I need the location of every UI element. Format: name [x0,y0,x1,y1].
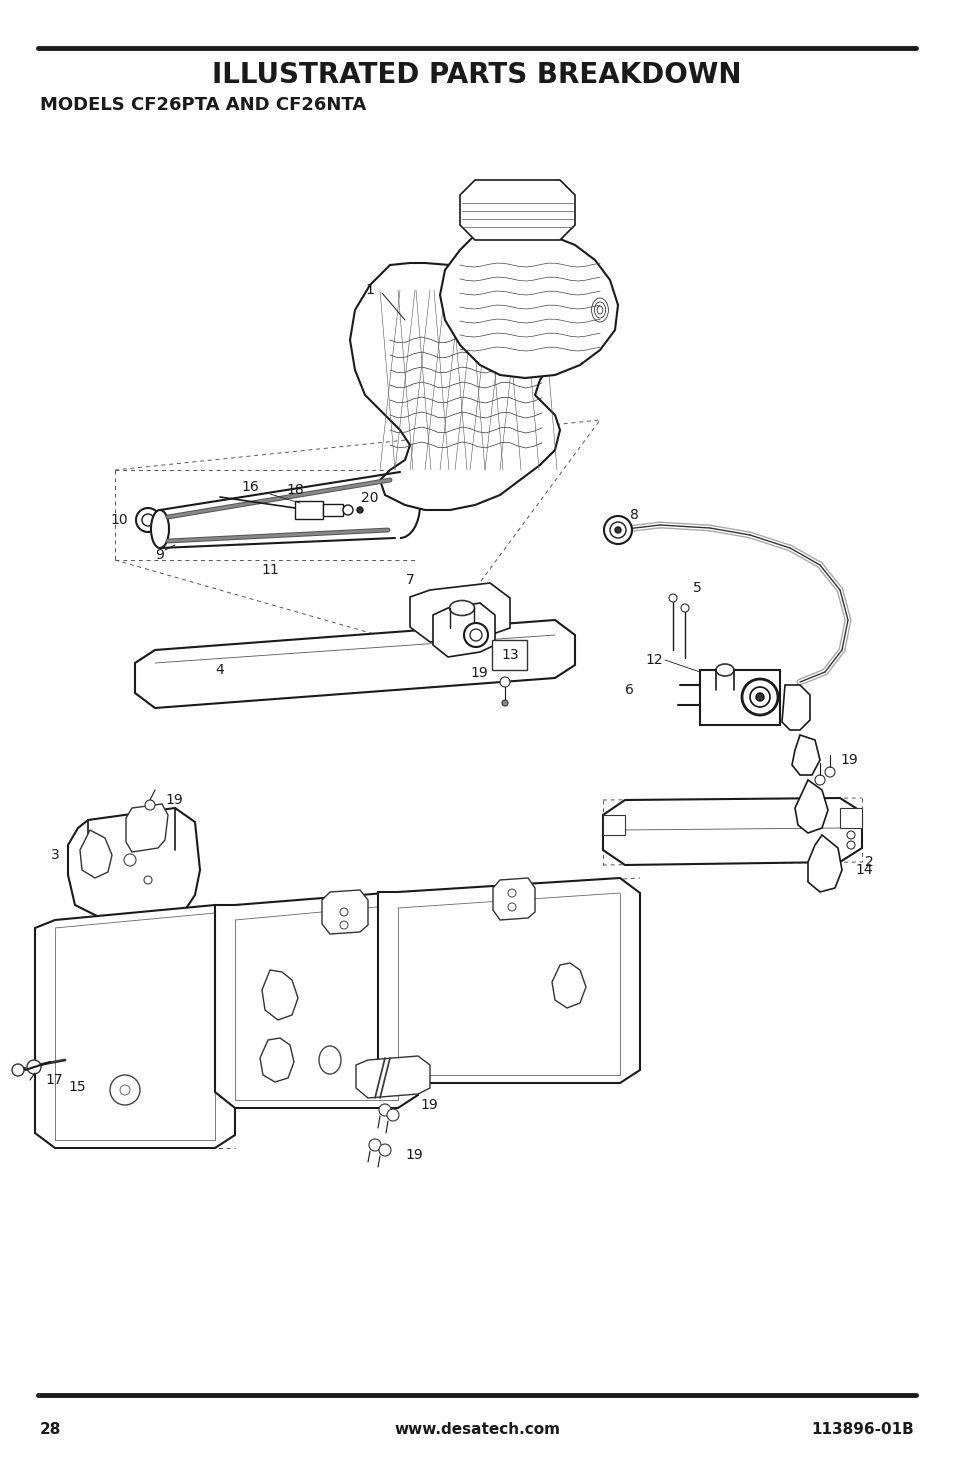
Ellipse shape [507,903,516,912]
Circle shape [27,1061,41,1074]
Text: 18: 18 [286,482,304,497]
Polygon shape [35,906,234,1148]
Polygon shape [135,620,575,708]
Text: 10: 10 [111,513,128,527]
Circle shape [120,1086,130,1094]
Text: 7: 7 [406,572,415,587]
Bar [492,640,526,670]
Circle shape [356,507,363,513]
Circle shape [749,687,769,707]
Circle shape [378,1145,391,1156]
Circle shape [603,516,631,544]
Circle shape [343,504,353,515]
Polygon shape [350,263,559,510]
Polygon shape [602,798,862,864]
Circle shape [680,603,688,612]
Text: 19: 19 [419,1097,437,1112]
Bar [323,504,343,516]
Text: 19: 19 [165,794,183,807]
Text: 13: 13 [500,648,518,662]
Circle shape [136,507,160,532]
Text: 9: 9 [154,549,164,562]
Text: 3: 3 [51,848,60,861]
Text: 19: 19 [405,1148,422,1162]
Text: 113896-01B: 113896-01B [810,1422,913,1438]
Text: 19: 19 [840,754,857,767]
Circle shape [145,799,154,810]
Text: 14: 14 [854,863,872,878]
Text: MODELS CF26PTA AND CF26NTA: MODELS CF26PTA AND CF26NTA [40,96,366,114]
Polygon shape [552,963,585,1007]
Text: 12: 12 [644,653,662,667]
Polygon shape [262,971,297,1021]
Bar [294,502,323,519]
Polygon shape [459,180,575,240]
Circle shape [814,774,824,785]
Circle shape [463,622,488,648]
Ellipse shape [449,600,474,615]
Text: 6: 6 [624,683,634,698]
Polygon shape [439,230,618,378]
Circle shape [846,830,854,839]
Text: 8: 8 [629,507,639,522]
Ellipse shape [124,854,136,866]
Text: ILLUSTRATED PARTS BREAKDOWN: ILLUSTRATED PARTS BREAKDOWN [212,60,741,88]
Bar [840,808,862,827]
Text: 28: 28 [40,1422,61,1438]
Polygon shape [260,1038,294,1083]
Circle shape [499,677,510,687]
Polygon shape [68,808,200,920]
Ellipse shape [339,909,348,916]
Ellipse shape [151,510,169,549]
Text: 2: 2 [864,855,873,869]
Polygon shape [80,830,112,878]
Circle shape [387,1109,398,1121]
Polygon shape [126,804,168,853]
Circle shape [615,527,620,532]
Bar [700,670,780,726]
Text: 20: 20 [361,491,378,504]
Text: 17: 17 [45,1072,63,1087]
Circle shape [741,678,778,715]
Text: 11: 11 [261,563,278,577]
Text: 5: 5 [692,581,701,594]
Polygon shape [355,1056,430,1097]
Text: www.desatech.com: www.desatech.com [394,1422,559,1438]
Text: 19: 19 [470,667,488,680]
Polygon shape [377,878,639,1083]
Circle shape [755,693,763,701]
Ellipse shape [318,1046,340,1074]
Circle shape [378,1103,391,1117]
Polygon shape [794,780,827,833]
Circle shape [369,1139,380,1150]
Polygon shape [410,583,510,642]
Ellipse shape [716,664,733,676]
Circle shape [668,594,677,602]
Text: 1: 1 [365,283,374,296]
Ellipse shape [507,889,516,897]
Polygon shape [214,892,417,1108]
Circle shape [609,522,625,538]
Circle shape [12,1063,24,1075]
Polygon shape [807,835,841,892]
Polygon shape [781,684,809,730]
Text: 16: 16 [241,479,258,494]
Ellipse shape [339,920,348,929]
Ellipse shape [144,876,152,884]
Text: 15: 15 [68,1080,86,1094]
Circle shape [501,701,507,707]
Text: 4: 4 [215,662,224,677]
Circle shape [470,628,481,642]
Circle shape [846,841,854,850]
Circle shape [142,513,153,527]
Polygon shape [493,878,535,920]
Polygon shape [433,603,495,656]
Circle shape [824,767,834,777]
Polygon shape [322,889,368,934]
Polygon shape [791,735,820,774]
Ellipse shape [110,1075,140,1105]
Bar [602,816,624,835]
